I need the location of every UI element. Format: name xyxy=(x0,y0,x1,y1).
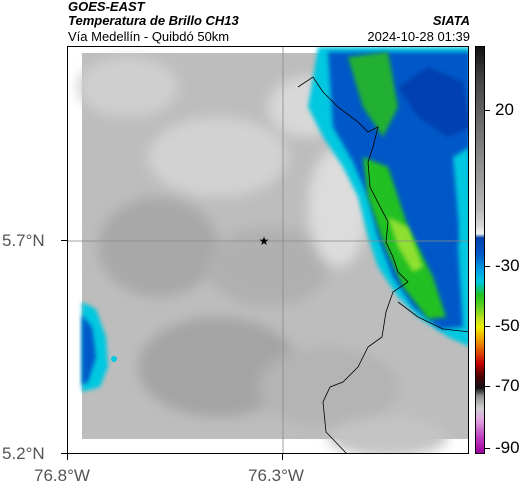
timestamp-label: 2024-10-28 01:39 xyxy=(367,29,470,44)
cb-tick xyxy=(485,448,490,449)
satellite-map[interactable]: ★ xyxy=(67,46,469,454)
colorbar-label-neg90: -90 xyxy=(495,438,520,457)
lat-tick xyxy=(61,240,67,241)
lon-tick xyxy=(282,454,283,460)
map-canvas: ★ xyxy=(68,47,468,453)
colorbar-label-neg50: -50 xyxy=(495,316,520,335)
west-cloud-patch xyxy=(82,302,117,392)
cb-tick xyxy=(485,266,490,267)
cb-tick xyxy=(485,326,490,327)
brand-label: SIATA xyxy=(432,13,470,28)
river-line xyxy=(397,301,468,333)
convective-cloud-band xyxy=(308,47,468,347)
route-subtitle: Vía Medellín - Quibdó 50km xyxy=(68,29,230,44)
cb-tick xyxy=(485,110,490,111)
satellite-title: GOES-EAST xyxy=(68,0,145,14)
lat-label-5.7: 5.7°N xyxy=(2,231,45,250)
border-line xyxy=(297,76,409,453)
lon-tick xyxy=(67,454,68,460)
star-icon: ★ xyxy=(259,234,270,248)
product-title: Temperatura de Brillo CH13 xyxy=(68,13,239,28)
lon-label-76.8: 76.8°W xyxy=(34,466,90,485)
lon-label-76.3: 76.3°W xyxy=(248,466,304,485)
lat-label-5.2: 5.2°N xyxy=(2,444,45,463)
colorbar-label-neg70: -70 xyxy=(495,376,520,395)
colorbar-label-20: 20 xyxy=(495,100,514,119)
colorbar xyxy=(475,46,485,454)
cb-tick xyxy=(485,386,490,387)
colorbar-label-neg30: -30 xyxy=(495,256,520,275)
lat-tick xyxy=(61,453,67,454)
